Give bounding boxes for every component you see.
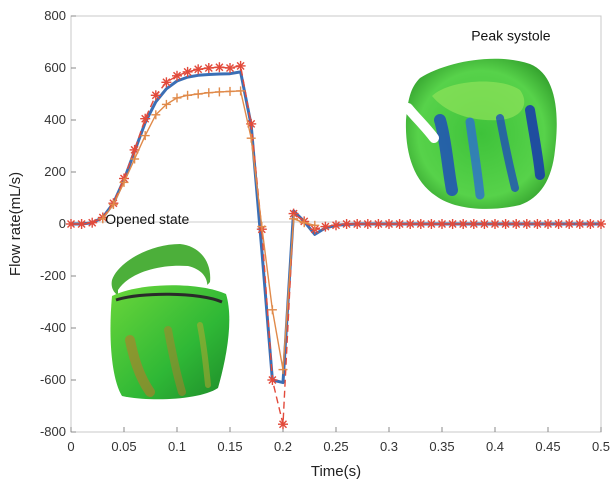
star-marker [500,219,511,229]
star-marker [331,220,341,231]
star-marker [161,77,172,88]
star-marker [150,90,161,101]
star-marker [511,219,522,229]
star-marker [288,208,299,219]
star-marker [362,219,373,229]
star-marker [278,419,288,430]
star-marker [596,219,606,229]
plus-marker [151,110,161,120]
star-marker [447,219,458,229]
y-tick-label: -200 [40,268,66,283]
plus-marker [98,214,108,224]
star-marker [490,219,500,229]
star-marker [172,70,182,81]
star-marker [66,219,76,229]
y-tick-label: 600 [44,60,66,75]
star-marker [140,113,151,124]
peak-systole-valve-illustration [403,58,557,209]
plus-marker [289,214,299,224]
plus-marker [278,365,288,375]
plus-marker [225,86,235,96]
star-marker [479,219,490,229]
plus-marker [108,200,118,209]
x-tick-label: 0.45 [535,439,560,454]
plus-marker [299,218,309,228]
plus-marker [130,154,140,164]
star-marker [267,375,278,385]
star-marker [373,219,384,229]
plus-marker [193,89,203,99]
star-marker [203,63,214,73]
plus-marker [246,133,256,143]
star-marker [352,219,363,229]
plus-marker [119,177,129,187]
star-marker [225,63,235,73]
star-marker [426,219,437,229]
y-tick-label: -800 [40,424,66,439]
plus-marker [257,222,267,232]
plus-marker [183,90,193,100]
x-tick-label: 0.25 [323,439,348,454]
y-tick-label: -600 [40,372,66,387]
y-axis-label: Flow rate(mL/s) [7,172,24,276]
annotation-opened-state: Opened state [105,211,189,227]
series-layer [66,60,606,430]
star-marker [394,219,405,229]
x-tick-label: 0 [67,439,74,454]
x-tick-label: 0.3 [380,439,398,454]
star-marker [585,219,596,229]
star-marker [415,219,426,229]
star-marker [193,64,204,75]
star-marker [532,219,543,229]
star-marker [235,60,246,71]
star-marker [87,217,98,228]
star-marker [574,219,585,229]
x-tick-label: 0.35 [429,439,454,454]
star-marker [182,66,193,77]
plus-marker [204,88,214,98]
x-tick-label: 0.1 [168,439,186,454]
plus-marker [140,131,150,141]
star-marker [76,219,87,229]
plus-marker [161,99,171,109]
star-marker [384,219,394,229]
y-tick-label: -400 [40,320,66,335]
axis-ticks: 0 0.05 0.1 0.15 0.2 0.25 0.3 0.35 0.4 0.45 0.5 800 6… [40,8,610,454]
plus-marker [172,93,182,103]
opened-state-valve-illustration [110,244,230,400]
x-tick-label: 0.05 [111,439,136,454]
x-tick-label: 0.15 [217,439,242,454]
star-marker [320,221,331,232]
x-axis-label: Time(s) [311,463,361,480]
plus-marker [214,87,224,97]
star-marker [553,219,564,229]
star-marker [564,219,575,229]
x-tick-label: 0.2 [274,439,292,454]
plus-marker [267,305,277,315]
star-marker [341,219,352,229]
star-marker [214,62,225,73]
y-tick-label: 200 [44,164,66,179]
star-marker [437,219,447,229]
y-tick-label: 0 [59,216,66,231]
plus-marker [236,86,246,96]
star-marker [458,219,469,229]
star-marker [543,219,553,229]
x-tick-label: 0.4 [486,439,504,454]
y-tick-label: 800 [44,8,66,23]
star-marker [405,219,416,229]
x-tick-label: 0.5 [592,439,610,454]
y-tick-label: 400 [44,112,66,127]
star-marker [521,219,532,229]
star-marker [468,219,479,229]
plus-marker [310,220,320,230]
annotation-peak-systole: Peak systole [471,28,551,44]
